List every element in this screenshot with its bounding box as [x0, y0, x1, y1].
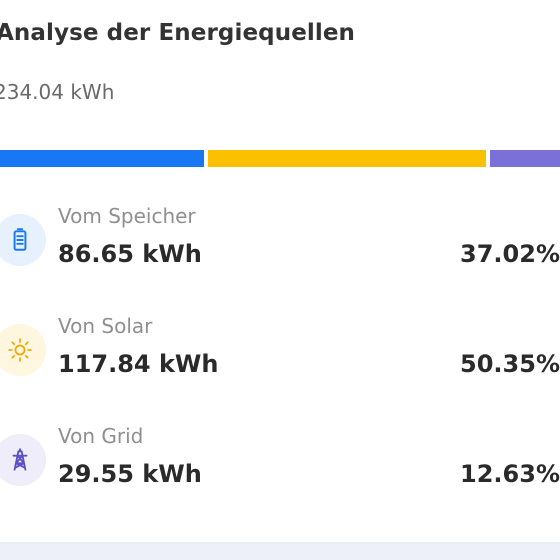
- bar-segment-solar: [208, 150, 487, 167]
- power-tower-icon: [0, 434, 46, 486]
- distribution-bar: [0, 150, 560, 167]
- source-label: Von Solar: [58, 314, 153, 338]
- source-percent: 12.63%: [460, 460, 560, 488]
- source-value: 29.55 kWh: [58, 460, 202, 488]
- sun-icon: [0, 324, 46, 376]
- source-value: 117.84 kWh: [58, 350, 219, 378]
- total-energy: 234.04 kWh: [0, 80, 115, 104]
- source-value: 86.65 kWh: [58, 240, 202, 268]
- source-percent: 37.02%: [460, 240, 560, 268]
- bar-segment-grid: [490, 150, 560, 167]
- bar-segment-storage: [0, 150, 205, 167]
- battery-icon: [0, 214, 46, 266]
- source-label: Vom Speicher: [58, 204, 196, 228]
- source-row-grid: Von Grid 29.55 kWh 12.63%: [0, 420, 560, 510]
- source-label: Von Grid: [58, 424, 144, 448]
- source-row-solar: Von Solar 117.84 kWh 50.35%: [0, 310, 560, 400]
- card-title: Analyse der Energiequellen: [0, 20, 356, 46]
- footer-strip: [0, 542, 560, 560]
- source-row-storage: Vom Speicher 86.65 kWh 37.02%: [0, 200, 560, 290]
- source-percent: 50.35%: [460, 350, 560, 378]
